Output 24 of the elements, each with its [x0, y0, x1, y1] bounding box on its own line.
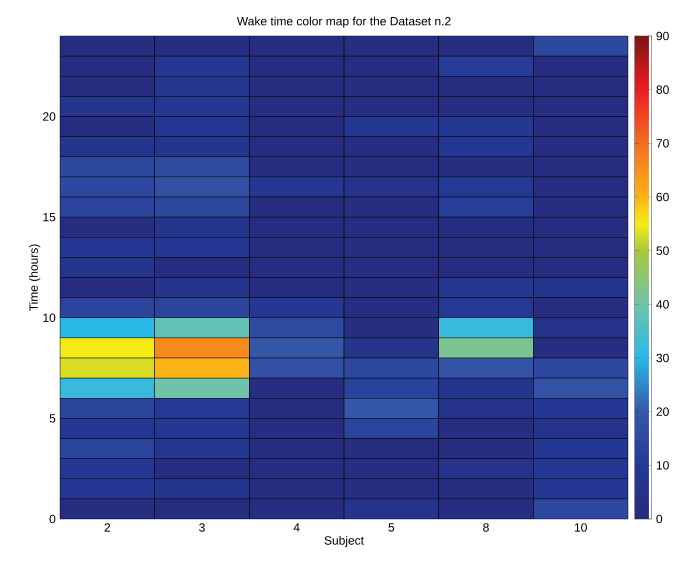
x-axis-title: Subject [324, 536, 364, 548]
y-tick-label: 15 [43, 212, 56, 222]
color-bar-label: 0 [656, 514, 662, 524]
color-bar-label: 20 [656, 407, 669, 416]
y-tick-label: 20 [43, 112, 56, 121]
x-tick-label: 2 [104, 523, 110, 532]
color-bar-label: 50 [656, 246, 669, 255]
y-tick-label: 0 [50, 514, 56, 524]
color-bar-label: 30 [656, 354, 669, 362]
y-tick-label: 5 [50, 414, 56, 423]
y-tick-label: 10 [43, 314, 56, 322]
color-bar-label: 70 [656, 139, 669, 148]
color-bar-label: 90 [656, 32, 669, 40]
x-tick-label: 10 [574, 523, 587, 532]
color-bar-label: 40 [656, 300, 669, 309]
color-bar-label: 10 [656, 461, 669, 470]
chart-title: Wake time color map for the Dataset n.2 [236, 16, 451, 28]
x-tick-label: 8 [483, 523, 489, 532]
x-tick-label: 3 [199, 523, 205, 532]
x-tick-label: 5 [388, 523, 394, 532]
y-axis-title: Time (hours) [29, 244, 40, 312]
color-bar-label: 80 [656, 85, 669, 94]
color-bar-label: 60 [656, 192, 669, 202]
x-tick-label: 4 [294, 523, 300, 532]
